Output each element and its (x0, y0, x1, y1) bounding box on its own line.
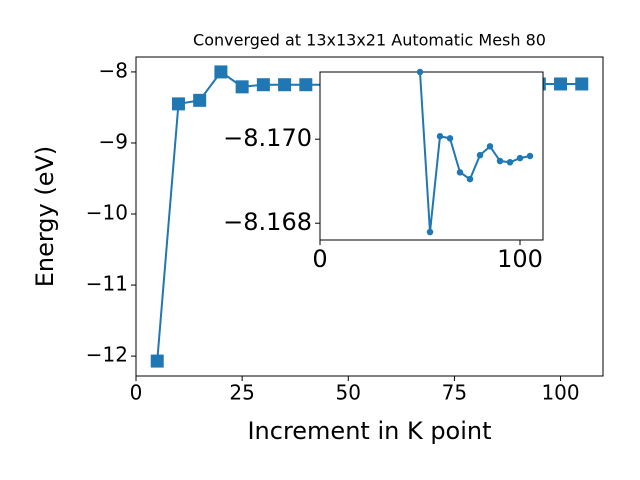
marker (436, 133, 444, 140)
marker (193, 93, 207, 107)
marker (416, 68, 424, 76)
x-axis-label: Increment in K point (247, 417, 491, 445)
x-tick-label: 100 (497, 245, 543, 273)
marker (516, 154, 524, 162)
marker (299, 78, 313, 92)
chart: 0 100 −8.170 −8.168 (223, 68, 544, 273)
marker (456, 169, 464, 176)
y-tick-label: −8 (99, 58, 128, 82)
x-tick-label: 100 (541, 381, 579, 405)
y-tick-label: −9 (99, 129, 128, 153)
x-tick-label: 0 (130, 381, 143, 405)
marker (496, 157, 504, 165)
y-tick-label: −8.168 (223, 208, 312, 236)
chart-title: Converged at 13x13x21 Automatic Mesh 80 (193, 31, 546, 50)
marker (426, 228, 434, 236)
marker (278, 78, 292, 92)
y-tick-label: −10 (86, 201, 128, 225)
y-tick-label: −11 (86, 272, 128, 296)
marker (476, 151, 484, 159)
marker (506, 159, 514, 166)
marker (214, 65, 228, 79)
x-tick-label: 0 (312, 245, 327, 273)
marker (575, 77, 589, 91)
x-tick-label: 75 (442, 381, 467, 405)
marker (256, 78, 270, 92)
marker (171, 97, 185, 111)
y-tick-label: −12 (86, 343, 128, 367)
marker (446, 135, 454, 142)
marker (466, 175, 474, 183)
marker (150, 354, 164, 368)
x-tick-label: 50 (336, 381, 361, 405)
y-axis-label: Energy (eV) (31, 146, 59, 288)
y-tick-label: −8.170 (223, 124, 312, 152)
marker (526, 152, 534, 160)
marker (554, 77, 568, 91)
x-tick-label: 25 (229, 381, 254, 405)
marker (235, 80, 249, 94)
marker (486, 143, 494, 150)
